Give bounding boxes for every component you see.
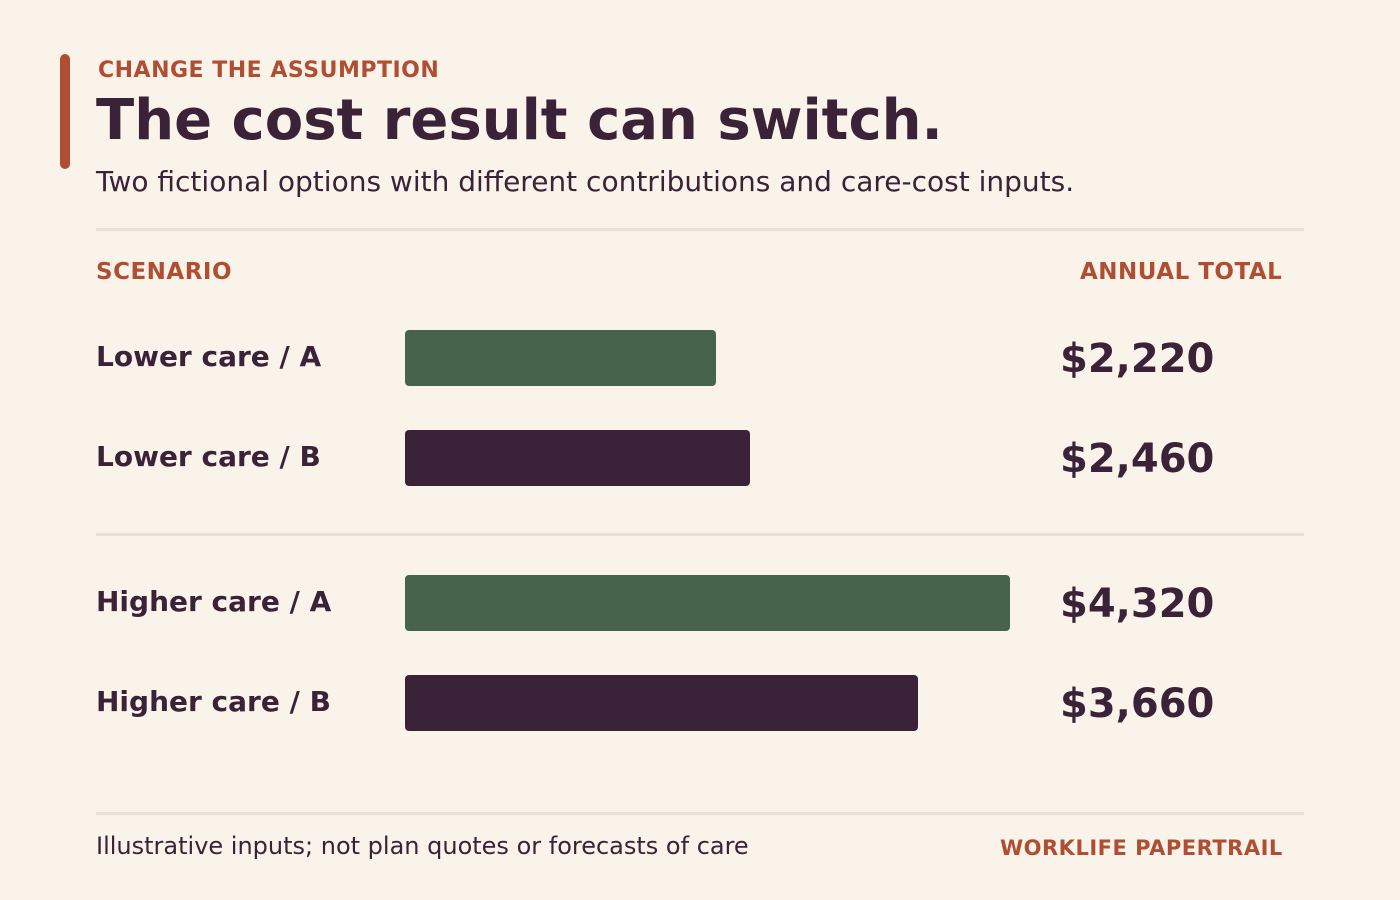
footer-divider	[96, 812, 1304, 815]
bar-higher-care-b	[405, 675, 918, 731]
value-lower-care-b: $2,460	[1060, 436, 1215, 482]
column-header-annual-total: ANNUAL TOTAL	[1080, 259, 1283, 285]
group-divider	[96, 533, 1304, 536]
value-lower-care-a: $2,220	[1060, 336, 1215, 382]
page-title: The cost result can switch.	[96, 88, 943, 153]
header-divider	[96, 228, 1304, 231]
accent-bar	[60, 54, 70, 169]
row-label-higher-care-b: Higher care / B	[96, 685, 331, 718]
footnote: Illustrative inputs; not plan quotes or …	[96, 832, 749, 860]
subtitle: Two fictional options with different con…	[96, 165, 1075, 198]
bar-lower-care-b	[405, 430, 750, 486]
bar-lower-care-a	[405, 330, 716, 386]
kicker: CHANGE THE ASSUMPTION	[98, 58, 440, 83]
bar-higher-care-a	[405, 575, 1010, 631]
column-header-scenario: SCENARIO	[96, 259, 233, 285]
row-label-lower-care-b: Lower care / B	[96, 440, 321, 473]
value-higher-care-b: $3,660	[1060, 681, 1215, 727]
row-label-lower-care-a: Lower care / A	[96, 340, 322, 373]
row-label-higher-care-a: Higher care / A	[96, 585, 332, 618]
value-higher-care-a: $4,320	[1060, 581, 1215, 627]
brand-label: WORKLIFE PAPERTRAIL	[1000, 836, 1283, 860]
